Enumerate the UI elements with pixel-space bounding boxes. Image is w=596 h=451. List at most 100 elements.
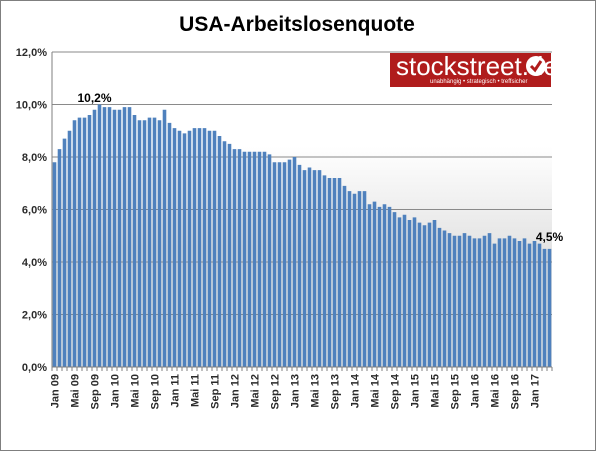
- bar: [312, 170, 317, 367]
- bar: [472, 238, 477, 367]
- y-tick-label: 2,0%: [22, 310, 47, 322]
- bar: [452, 235, 457, 367]
- logo-checkmark: [529, 60, 543, 73]
- bar: [532, 241, 537, 367]
- bar: [87, 115, 92, 367]
- bar: [162, 109, 167, 367]
- bar: [307, 167, 312, 367]
- bar: [467, 235, 472, 367]
- y-tick-label: 10,0%: [16, 100, 47, 112]
- y-tick-label: 12,0%: [16, 47, 47, 59]
- x-tick-label: Mai 15: [430, 374, 442, 408]
- data-label: 10,2%: [77, 91, 111, 105]
- bar: [512, 238, 517, 367]
- bar: [287, 159, 292, 367]
- bar: [422, 225, 427, 367]
- bar: [92, 109, 97, 367]
- bar: [122, 107, 127, 367]
- bar: [222, 141, 227, 367]
- bar: [342, 185, 347, 367]
- bar: [57, 149, 62, 367]
- bar: [127, 107, 132, 367]
- bar: [302, 170, 307, 367]
- bar: [527, 243, 532, 367]
- bar: [547, 248, 552, 367]
- bar: [497, 238, 502, 367]
- bar: [407, 220, 412, 367]
- y-tick-label: 8,0%: [22, 152, 47, 164]
- y-tick-label: 0,0%: [22, 362, 47, 374]
- bar: [67, 130, 72, 367]
- bar: [172, 128, 177, 367]
- bar: [247, 151, 252, 367]
- bar: [227, 143, 232, 367]
- bar: [322, 175, 327, 367]
- bar: [377, 206, 382, 367]
- bar: [97, 104, 102, 367]
- x-tick-label: Sep 12: [270, 374, 282, 409]
- x-tick-label: Sep 14: [390, 373, 402, 409]
- bar: [347, 191, 352, 367]
- bar: [82, 117, 87, 367]
- bar: [357, 191, 362, 367]
- bar: [197, 128, 202, 367]
- data-label: 4,5%: [536, 230, 564, 244]
- bar: [277, 162, 282, 367]
- bar: [447, 233, 452, 367]
- bar: [517, 241, 522, 367]
- x-tick-label: Mai 13: [310, 374, 322, 408]
- x-tick-label: Sep 11: [210, 374, 222, 409]
- bar: [262, 151, 267, 367]
- bar: [372, 201, 377, 367]
- bar: [297, 164, 302, 367]
- bar: [267, 154, 272, 367]
- logo-background: [390, 53, 551, 87]
- bar: [427, 222, 432, 367]
- bar: [282, 162, 287, 367]
- x-tick-label: Sep 16: [510, 374, 522, 409]
- bar: [367, 204, 372, 367]
- bar: [117, 109, 122, 367]
- bar: [152, 117, 157, 367]
- bar: [192, 128, 197, 367]
- bar: [272, 162, 277, 367]
- x-tick-label: Sep 10: [150, 374, 162, 409]
- x-tick-label: Sep 09: [90, 374, 102, 409]
- bar: [252, 151, 257, 367]
- bar: [362, 191, 367, 367]
- bar: [292, 157, 297, 367]
- x-tick-label: Mai 12: [250, 374, 262, 408]
- bar: [202, 128, 207, 367]
- bar: [112, 109, 117, 367]
- bar: [142, 120, 147, 367]
- x-tick-label: Jan 09: [50, 374, 62, 408]
- x-tick-label: Jan 16: [470, 374, 482, 408]
- x-tick-label: Jan 11: [170, 374, 182, 408]
- chart-title: USA-Arbeitslosenquote: [179, 13, 415, 36]
- axes: [51, 52, 553, 371]
- x-tick-label: Mai 11: [190, 374, 202, 407]
- logo-tagline: unabhängig • strategisch • treffsicher: [430, 79, 527, 85]
- x-tick-label: Mai 14: [370, 373, 382, 408]
- bar: [437, 227, 442, 367]
- bar: [167, 122, 172, 367]
- bar: [492, 243, 497, 367]
- bar: [257, 151, 262, 367]
- bar: [137, 120, 142, 367]
- x-tick-label: Mai 10: [130, 374, 142, 408]
- bar: [442, 230, 447, 367]
- bar: [132, 115, 137, 367]
- bar: [402, 214, 407, 367]
- bar: [482, 235, 487, 367]
- x-tick-label: Mai 16: [490, 374, 502, 408]
- bar: [542, 248, 547, 367]
- bar: [212, 130, 217, 367]
- bar: [382, 204, 387, 367]
- x-tick-label: Jan 14: [350, 373, 362, 408]
- bar: [107, 107, 112, 367]
- bar: [502, 238, 507, 367]
- bar: [412, 217, 417, 367]
- y-tick-label: 6,0%: [22, 205, 47, 217]
- bar: [77, 117, 82, 367]
